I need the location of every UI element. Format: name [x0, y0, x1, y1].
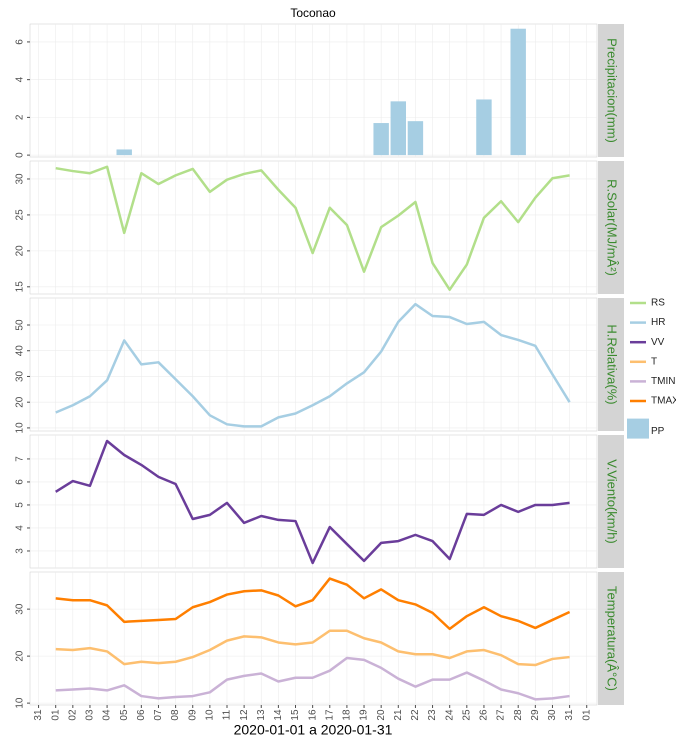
y-tick-label: 4: [15, 76, 26, 82]
line: [55, 629, 570, 667]
y-tick-label: 30: [15, 173, 26, 185]
x-tick-label: 01: [50, 709, 61, 721]
y-tick-label: 4: [15, 525, 26, 531]
x-tick-label: 15: [290, 709, 301, 721]
y-tick-label: 10: [15, 697, 26, 709]
x-tick-label: 16: [307, 709, 318, 721]
x-tick-label: 06: [136, 709, 147, 721]
strip-label: H.Relativa(%): [605, 324, 620, 404]
x-tick-label: 03: [85, 709, 96, 721]
strip-label: V.Viento(km/h): [605, 459, 620, 544]
legend-label: TMIN: [651, 376, 675, 387]
x-tick-label: 12: [239, 709, 250, 721]
x-tick-label: 17: [324, 709, 335, 721]
bar: [476, 99, 492, 156]
x-tick-label: 19: [359, 709, 370, 721]
x-tick-label: 01: [581, 709, 592, 721]
line: [55, 165, 570, 291]
x-tick-label: 31: [33, 709, 44, 721]
chart-title: Toconao: [290, 6, 336, 20]
y-tick-label: 15: [15, 281, 26, 293]
x-tick-label: 20: [376, 709, 387, 721]
y-tick-label: 0: [15, 152, 26, 158]
strip: [598, 24, 624, 157]
y-tick-label: 20: [15, 396, 26, 408]
strip: [598, 298, 624, 431]
y-tick-label: 25: [15, 209, 26, 221]
x-tick-label: 13: [256, 709, 267, 721]
x-tick-label: 22: [410, 709, 421, 721]
bar: [407, 121, 424, 156]
legend-label: HR: [651, 317, 665, 328]
strip-label: Precipitacion(mm): [605, 38, 620, 143]
legend-label: RS: [651, 298, 665, 309]
y-tick-label: 5: [15, 502, 26, 508]
x-tick-label: 31: [564, 709, 575, 721]
y-tick-label: 7: [15, 456, 26, 462]
x-tick-label: 25: [461, 709, 472, 721]
y-tick-label: 3: [15, 548, 26, 554]
x-tick-label: 04: [102, 709, 113, 721]
y-tick-label: 20: [15, 650, 26, 662]
x-tick-label: 26: [479, 709, 490, 721]
x-tick-label: 30: [547, 709, 558, 721]
legend-label: VV: [651, 337, 665, 348]
bar: [390, 101, 407, 156]
x-tick-label: 23: [427, 709, 438, 721]
x-tick-label: 14: [273, 709, 284, 721]
y-tick-label: 50: [15, 319, 26, 331]
y-tick-label: 20: [15, 245, 26, 257]
x-tick-label: 10: [205, 709, 216, 721]
x-tick-label: 02: [67, 709, 78, 721]
x-tick-label: 08: [170, 709, 181, 721]
strip: [598, 161, 624, 294]
x-tick-label: 21: [393, 709, 404, 721]
y-tick-label: 30: [15, 370, 26, 382]
x-tick-label: 28: [513, 709, 524, 721]
legend-label: PP: [651, 426, 665, 437]
bar: [510, 28, 526, 156]
y-tick-label: 30: [15, 603, 26, 615]
y-tick-label: 2: [15, 114, 26, 120]
line: [55, 302, 571, 428]
legend-label: TMAX: [651, 396, 676, 407]
legend-label: T: [651, 356, 657, 367]
panel: [29, 571, 598, 706]
strip-label: R.Solar(MJ/mÂ²): [605, 179, 620, 276]
strip: [598, 435, 624, 568]
panel: [29, 160, 598, 295]
y-tick-label: 10: [15, 422, 26, 434]
x-tick-label: 05: [119, 709, 130, 721]
y-tick-label: 40: [15, 345, 26, 357]
panel: [29, 434, 598, 569]
legend-box: [627, 418, 649, 439]
line: [55, 439, 570, 565]
bar: [116, 149, 132, 156]
x-tick-label: 07: [153, 709, 164, 721]
strip-label: Temperatura(Â°C): [605, 586, 620, 691]
line: [55, 656, 570, 701]
x-tick-label: 24: [444, 709, 455, 721]
y-tick-label: 6: [15, 479, 26, 485]
strip: [598, 572, 624, 705]
x-tick-label: 11: [222, 709, 233, 720]
x-tick-label: 18: [342, 709, 353, 721]
x-tick-label: 29: [530, 709, 541, 721]
x-tick-label: 09: [187, 709, 198, 721]
bar: [373, 123, 389, 156]
line: [55, 577, 571, 631]
y-tick-label: 6: [15, 39, 26, 45]
x-tick-label: 27: [496, 709, 507, 721]
x-axis-label: 2020-01-01 a 2020-01-31: [234, 722, 393, 738]
